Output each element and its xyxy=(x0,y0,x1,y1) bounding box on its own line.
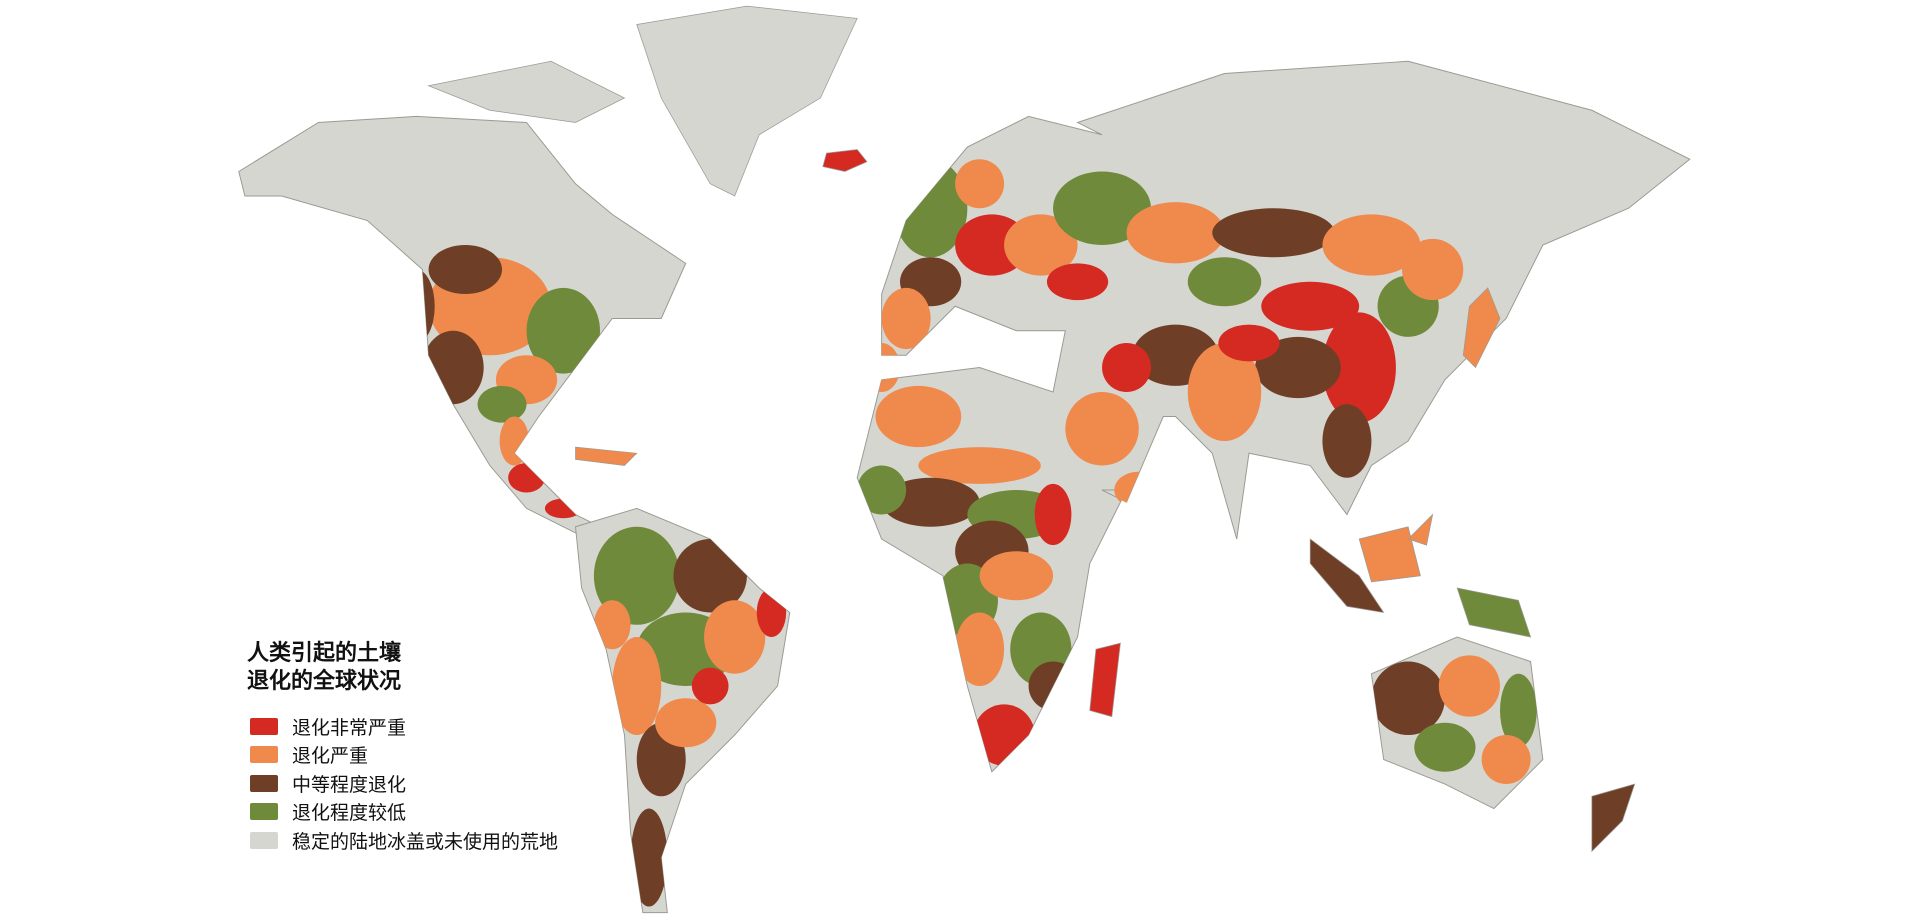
degradation-region xyxy=(1322,312,1396,423)
degradation-region xyxy=(1371,661,1445,736)
legend-swatch xyxy=(250,774,278,792)
degradation-region xyxy=(1046,263,1109,301)
degradation-region xyxy=(1114,471,1164,509)
degradation-region xyxy=(397,269,435,344)
legend-swatch xyxy=(250,831,278,849)
degradation-region xyxy=(1065,392,1139,466)
degradation-region xyxy=(673,539,747,613)
degradation-region xyxy=(881,287,931,350)
degradation-region xyxy=(1438,655,1500,717)
degradation-region xyxy=(1218,324,1280,362)
degradation-region xyxy=(1322,214,1421,276)
degradation-region xyxy=(875,385,962,448)
legend-item-stable: 稳定的陆地冰盖或未使用的荒地 xyxy=(247,826,558,855)
degradation-region xyxy=(955,612,1005,687)
legend-swatch xyxy=(250,746,278,764)
legend-label: 退化非常严重 xyxy=(292,716,407,739)
map-title-line-1: 人类引起的土壤 xyxy=(247,641,402,666)
new-guinea xyxy=(1456,587,1532,638)
legend-label: 退化严重 xyxy=(292,745,369,768)
islands xyxy=(427,5,1636,853)
degradation-region xyxy=(1212,208,1335,258)
map-title-line-2: 退化的全球状况 xyxy=(247,669,402,694)
legend-label: 中等程度退化 xyxy=(292,773,407,796)
degradation-region xyxy=(1187,343,1262,442)
degradation-region xyxy=(428,245,503,295)
degradation-region xyxy=(477,385,527,423)
legend-item-light: 退化程度较低 xyxy=(247,798,558,827)
degradation-region xyxy=(1187,257,1262,307)
degradation-region xyxy=(422,330,484,405)
philippines xyxy=(1407,513,1434,546)
caribbean xyxy=(575,446,638,466)
degradation-region xyxy=(1322,404,1372,478)
degradation-region xyxy=(1255,336,1341,399)
degradation-region xyxy=(1414,722,1476,772)
legend-swatch xyxy=(250,717,278,735)
degradation-region xyxy=(1126,202,1225,264)
degradation-region xyxy=(1053,171,1152,246)
degradation-region xyxy=(955,159,1005,209)
iceland xyxy=(822,149,868,172)
degradation-region xyxy=(979,551,1054,601)
degradation-region xyxy=(1034,483,1072,546)
degradation-region xyxy=(630,808,668,907)
degradation-region xyxy=(1500,673,1537,748)
degradation-region xyxy=(973,704,1035,766)
degradation-region xyxy=(593,600,631,650)
japan xyxy=(1462,287,1501,369)
legend-item-very-severe: 退化非常严重 xyxy=(247,712,558,741)
degradation-region xyxy=(1102,343,1152,393)
degradation-region xyxy=(593,526,680,625)
degradation-region xyxy=(1004,214,1078,276)
madagascar xyxy=(1089,642,1121,718)
degradation-region xyxy=(1261,281,1360,331)
degradation-region xyxy=(691,667,729,705)
greenland xyxy=(636,5,858,197)
degradation-region xyxy=(1481,735,1531,785)
legend-item-moderate: 中等程度退化 xyxy=(247,769,558,798)
degradation-region xyxy=(612,637,662,736)
degradation-region xyxy=(655,698,717,748)
degradation-region xyxy=(756,588,787,638)
legend-swatch xyxy=(250,803,278,821)
legend-label: 退化程度较低 xyxy=(292,802,407,825)
map-title: 人类引起的土壤 退化的全球状况 xyxy=(247,640,558,696)
legend-item-severe: 退化严重 xyxy=(247,741,558,770)
degradation-region xyxy=(863,343,900,393)
arctic-islands xyxy=(427,60,626,123)
degradation-region xyxy=(857,465,907,515)
legend-label: 稳定的陆地冰盖或未使用的荒地 xyxy=(292,830,559,853)
borneo xyxy=(1358,526,1421,583)
degradation-region xyxy=(1402,238,1464,301)
degradation-region xyxy=(918,447,1041,484)
degradation-region xyxy=(499,416,529,466)
degradation-region xyxy=(704,600,766,674)
legend: 人类引起的土壤 退化的全球状况 退化非常严重 退化严重 中等程度退化 退化程度较… xyxy=(247,640,558,855)
new-zealand xyxy=(1591,783,1636,853)
degradation-region xyxy=(526,287,600,374)
degradation-region xyxy=(544,498,582,519)
sumatra-java xyxy=(1309,538,1385,614)
